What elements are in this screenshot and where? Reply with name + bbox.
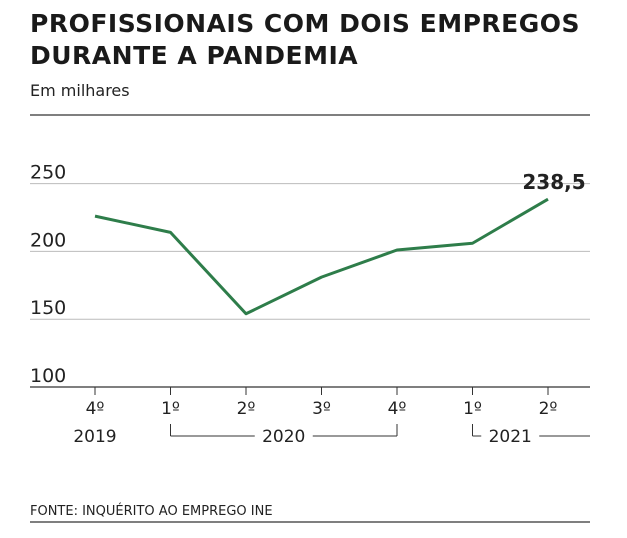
x-tick-label: 4º [388, 399, 407, 419]
year-label: 2021 [489, 427, 532, 447]
source: FONTE: INQUÉRITO AO EMPREGO INE [30, 503, 273, 519]
x-tick-label: 1º [161, 399, 180, 419]
y-tick-label: 200 [30, 229, 66, 251]
label-bg [481, 426, 540, 446]
x-tick-label: 4º [86, 399, 105, 419]
subtitle: Em milhares [30, 81, 130, 100]
year-label: 2019 [73, 427, 116, 447]
x-tick-label: 1º [463, 399, 482, 419]
y-tick-label: 150 [30, 297, 66, 319]
y-tick-label: 250 [30, 162, 66, 184]
x-tick-label: 2º [539, 399, 558, 419]
y-tick-label: 100 [30, 365, 66, 387]
year-label: 2020 [262, 427, 305, 447]
x-tick-label: 3º [312, 399, 331, 419]
x-tick-label: 2º [237, 399, 256, 419]
data-line [94, 197, 549, 316]
chart-title: PROFISSIONAIS COM DOIS EMPREGOS DURANTE … [30, 9, 581, 70]
value-label: 238,5 [522, 170, 585, 194]
label-bg [254, 426, 313, 446]
